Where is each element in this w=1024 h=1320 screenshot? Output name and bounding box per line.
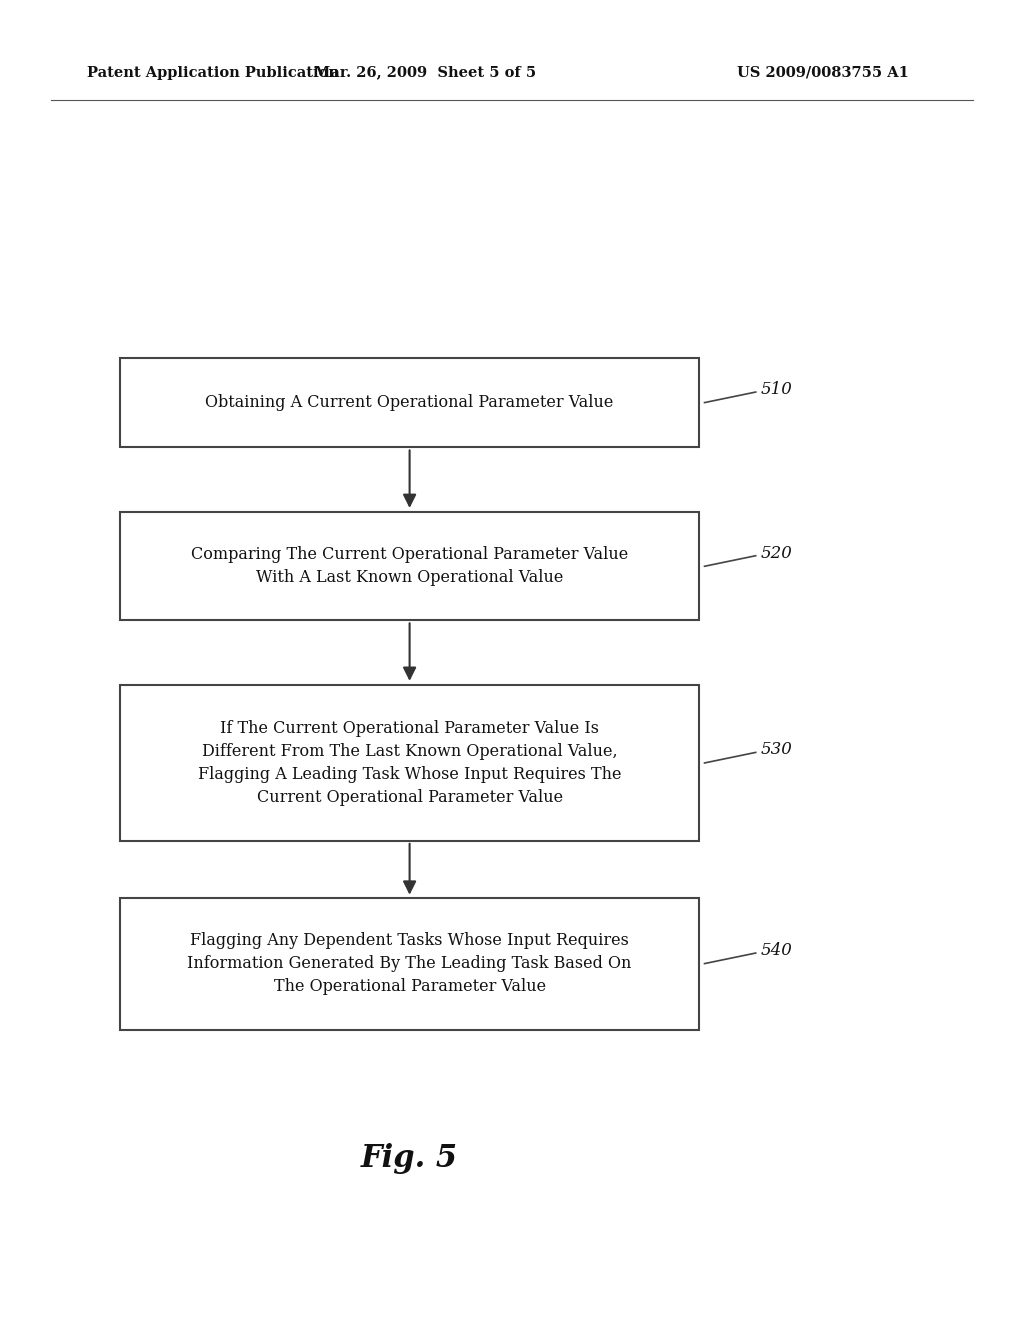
Text: Fig. 5: Fig. 5 xyxy=(361,1143,458,1175)
Text: Comparing The Current Operational Parameter Value
With A Last Known Operational : Comparing The Current Operational Parame… xyxy=(190,546,629,586)
Text: 510: 510 xyxy=(761,381,793,397)
Text: Patent Application Publication: Patent Application Publication xyxy=(87,66,339,79)
Text: 520: 520 xyxy=(761,545,793,561)
Text: US 2009/0083755 A1: US 2009/0083755 A1 xyxy=(737,66,909,79)
Text: 540: 540 xyxy=(761,942,793,958)
Text: If The Current Operational Parameter Value Is
Different From The Last Known Oper: If The Current Operational Parameter Val… xyxy=(198,721,622,805)
Text: Obtaining A Current Operational Parameter Value: Obtaining A Current Operational Paramete… xyxy=(206,395,613,411)
Bar xyxy=(121,358,698,447)
Bar xyxy=(121,512,698,620)
Bar xyxy=(121,898,698,1030)
Text: Flagging Any Dependent Tasks Whose Input Requires
Information Generated By The L: Flagging Any Dependent Tasks Whose Input… xyxy=(187,932,632,995)
Text: 530: 530 xyxy=(761,742,793,758)
Bar xyxy=(121,685,698,841)
Text: Mar. 26, 2009  Sheet 5 of 5: Mar. 26, 2009 Sheet 5 of 5 xyxy=(314,66,536,79)
